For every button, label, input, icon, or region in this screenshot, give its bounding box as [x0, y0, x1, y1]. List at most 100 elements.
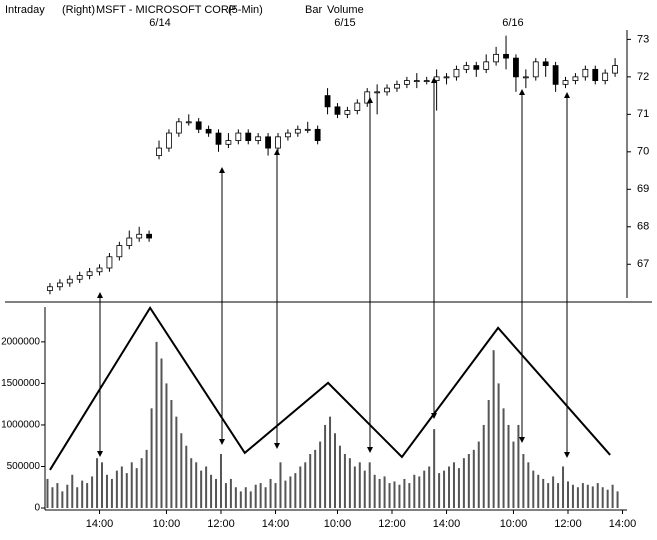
volume-bar: [368, 462, 371, 508]
candle-body: [493, 53, 500, 63]
candle-body: [542, 61, 549, 67]
candle-body: [413, 80, 420, 83]
volume-bar: [229, 478, 232, 508]
volume-bar: [329, 416, 332, 508]
candle-body: [225, 140, 232, 145]
y-tick-label: 1000000: [1, 420, 40, 431]
y-tick-label: 71: [637, 108, 649, 120]
header-text: Bar: [305, 4, 322, 16]
header-text: (5-Min): [228, 4, 263, 16]
candle-body: [255, 136, 262, 141]
volume-bar: [86, 483, 89, 508]
volume-bar: [428, 466, 431, 508]
volume-bar: [467, 454, 470, 508]
candle-body: [562, 80, 569, 85]
volume-bar: [279, 462, 282, 508]
volume-bar: [61, 491, 64, 508]
x-tick-label: 12:00: [554, 518, 582, 530]
x-tick-label: 14:00: [86, 518, 114, 530]
volume-bar: [591, 486, 594, 508]
volume-bar: [532, 470, 535, 508]
volume-bar: [140, 458, 143, 508]
candle-body: [433, 76, 440, 82]
volume-bar: [145, 449, 148, 508]
candle-body: [572, 76, 579, 82]
volume-bar: [259, 483, 262, 508]
volume-bar: [418, 476, 421, 508]
volume-bar: [244, 487, 247, 508]
volume-bar: [110, 478, 113, 508]
candle-body: [334, 106, 341, 115]
candle-body: [403, 80, 410, 85]
candle-body: [56, 282, 63, 288]
candle-body: [324, 95, 331, 108]
candle-body: [47, 286, 53, 291]
volume-bar: [219, 454, 222, 508]
volume-bar: [91, 476, 94, 508]
volume-bar: [537, 474, 540, 508]
candle-body: [344, 110, 351, 115]
volume-bar: [611, 484, 614, 508]
volume-bar: [338, 445, 341, 508]
volume-bar: [517, 424, 520, 508]
volume-bar: [472, 449, 475, 508]
candle-body: [166, 132, 172, 149]
candle-body: [364, 91, 371, 104]
volume-bar: [487, 400, 490, 508]
volume-bar: [269, 478, 272, 508]
volume-bar: [299, 466, 302, 508]
volume-bar: [81, 480, 84, 508]
candle-body: [106, 256, 113, 269]
volume-bar: [581, 483, 584, 508]
volume-bar: [101, 462, 104, 508]
candle-body: [86, 271, 93, 276]
candle-body: [304, 128, 311, 131]
volume-bar: [383, 476, 386, 508]
volume-bar: [195, 462, 198, 508]
volume-bar: [120, 466, 123, 508]
volume-bar: [457, 468, 460, 508]
volume-bar: [482, 424, 485, 508]
volume-bar: [105, 474, 108, 508]
candle-body: [136, 233, 143, 239]
y-tick-label: 67: [637, 258, 649, 270]
volume-bar: [616, 491, 619, 508]
volume-bar: [462, 458, 465, 508]
y-tick-label: 73: [637, 33, 649, 45]
candle-body: [384, 87, 390, 93]
volume-bar: [492, 350, 495, 508]
volume-bar: [130, 462, 133, 508]
date-label: 6/15: [334, 17, 355, 29]
volume-bar: [125, 473, 128, 508]
volume-bar: [601, 487, 604, 508]
volume-bar: [175, 416, 178, 508]
volume-bar: [606, 489, 609, 508]
x-tick-label: 14:00: [609, 518, 637, 530]
volume-bar: [304, 462, 307, 508]
candle-body: [265, 136, 271, 149]
volume-bar: [224, 483, 227, 508]
y-tick-label: 500000: [7, 461, 41, 472]
volume-bar: [423, 470, 426, 508]
volume-bar: [289, 476, 292, 508]
volume-bar: [576, 487, 579, 508]
header-text: Intraday: [5, 4, 45, 16]
volume-bar: [358, 462, 361, 508]
volume-bar: [527, 462, 530, 508]
candle-body: [275, 136, 281, 149]
candle-body: [513, 57, 519, 78]
zigzag-line: [49, 305, 611, 471]
volume-bar: [185, 445, 188, 508]
candle-body: [146, 233, 153, 239]
volume-bar: [324, 424, 327, 508]
x-tick-label: 12:00: [207, 518, 235, 530]
x-tick-label: 14:00: [262, 518, 290, 530]
volume-bar: [557, 483, 560, 508]
volume-bar: [239, 491, 242, 508]
candle-body: [235, 132, 242, 141]
candle-body: [463, 65, 470, 70]
volume-bar: [596, 483, 599, 508]
candle-body: [532, 61, 539, 78]
volume-bar: [319, 441, 322, 508]
volume-bar: [200, 470, 203, 508]
